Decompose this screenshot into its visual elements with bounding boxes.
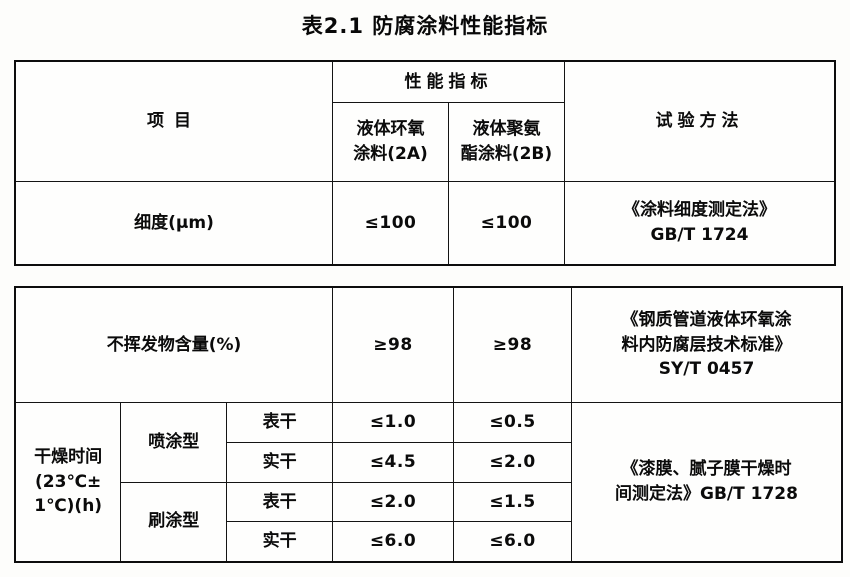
row-drytime-spray-surface-2b: ≤0.5 xyxy=(453,402,572,443)
table-row: 干燥时间 (23℃± 1℃)(h) 喷涂型 表干 ≤1.0 ≤0.5 《漆膜、腻… xyxy=(14,402,843,563)
row-nonvolatile-method-line3: SY/T 0457 xyxy=(658,359,755,380)
row-drytime-spray-surface-2a: ≤1.0 xyxy=(332,402,454,443)
row-fineness-item: 细度(μm) xyxy=(14,181,333,266)
header-col-2a-line1: 液体环氧 xyxy=(356,119,425,140)
row-drytime-item-line2: (23℃± xyxy=(35,471,102,492)
performance-table-part1: 项目 性能指标 试验方法 液体环氧 涂料(2A) 液体聚氨 酯涂料(2B) 细度… xyxy=(14,60,836,266)
row-fineness-value-2a: ≤100 xyxy=(332,181,449,266)
row-drytime-spray-hard-2a: ≤4.5 xyxy=(332,441,454,483)
row-drytime-group-brush: 刷涂型 xyxy=(120,481,228,563)
row-drytime-brush-hard-2b: ≤6.0 xyxy=(453,521,572,563)
row-nonvolatile-method: 《钢质管道液体环氧涂 料内防腐层技术标准》 SY/T 0457 xyxy=(571,286,843,404)
header-item: 项目 xyxy=(14,60,333,182)
table-row: 实干 ≤6.0 ≤6.0 xyxy=(15,521,842,563)
row-drytime-brush-surface-2b: ≤1.5 xyxy=(453,481,572,523)
row-fineness-method: 《涂料细度测定法》 GB/T 1724 xyxy=(564,181,836,266)
header-performance-group: 性能指标 xyxy=(332,60,565,103)
table-row: 不挥发物含量(%) ≥98 ≥98 《钢质管道液体环氧涂 料内防腐层技术标准》 … xyxy=(14,286,843,404)
row-nonvolatile-value-2a: ≥98 xyxy=(332,286,454,404)
row-nonvolatile-method-line2: 料内防腐层技术标准》 xyxy=(621,334,792,355)
row-drytime-brush-hard-2a: ≤6.0 xyxy=(332,521,454,563)
header-col-2b: 液体聚氨 酯涂料(2B) xyxy=(448,102,565,182)
row-fineness-value-2b: ≤100 xyxy=(448,181,565,266)
table-header-row-sub: 液体环氧 涂料(2A) 液体聚氨 酯涂料(2B) xyxy=(15,102,835,182)
row-drytime-item-line1: 干燥时间 xyxy=(34,447,103,468)
header-col-2a-line2: 涂料(2A) xyxy=(353,144,428,164)
header-col-2b-line2: 酯涂料(2B) xyxy=(460,144,553,164)
table-header-row-top: 项目 性能指标 试验方法 xyxy=(14,60,836,182)
header-col-2b-line1: 液体聚氨 xyxy=(472,119,541,140)
row-drytime-group-spray: 喷涂型 xyxy=(120,402,228,483)
row-drytime-spray-hard-label: 实干 xyxy=(226,441,333,483)
row-fineness-method-line1: 《涂料细度测定法》 xyxy=(623,200,776,221)
row-nonvolatile-value-2b: ≥98 xyxy=(453,286,572,404)
header-test-method: 试验方法 xyxy=(564,60,836,182)
row-drytime-method-line1: 《漆膜、腻子膜干燥时 xyxy=(621,459,792,480)
table-row: 实干 ≤4.5 ≤2.0 xyxy=(15,441,842,483)
performance-table-part2: 不挥发物含量(%) ≥98 ≥98 《钢质管道液体环氧涂 料内防腐层技术标准》 … xyxy=(14,286,843,563)
row-drytime-item: 干燥时间 (23℃± 1℃)(h) xyxy=(14,402,122,563)
row-nonvolatile-method-line1: 《钢质管道液体环氧涂 xyxy=(621,310,792,331)
table-row: 刷涂型 表干 ≤2.0 ≤1.5 xyxy=(15,481,842,563)
row-fineness-method-line2: GB/T 1724 xyxy=(650,225,749,245)
page-title: 表2.1 防腐涂料性能指标 xyxy=(301,14,549,38)
row-drytime-brush-surface-label: 表干 xyxy=(226,481,333,523)
table-row: 细度(μm) ≤100 ≤100 《涂料细度测定法》 GB/T 1724 xyxy=(14,181,836,266)
header-col-2a: 液体环氧 涂料(2A) xyxy=(332,102,449,182)
row-drytime-spray-surface-label: 表干 xyxy=(226,402,333,443)
row-drytime-spray-hard-2b: ≤2.0 xyxy=(453,441,572,483)
row-drytime-brush-surface-2a: ≤2.0 xyxy=(332,481,454,523)
row-nonvolatile-item: 不挥发物含量(%) xyxy=(14,286,333,404)
row-drytime-method: 《漆膜、腻子膜干燥时 间测定法》GB/T 1728 xyxy=(571,402,843,563)
row-drytime-method-line2: 间测定法》GB/T 1728 xyxy=(615,484,798,505)
row-drytime-item-line3: 1℃)(h) xyxy=(34,496,103,517)
row-drytime-brush-hard-label: 实干 xyxy=(226,521,333,563)
